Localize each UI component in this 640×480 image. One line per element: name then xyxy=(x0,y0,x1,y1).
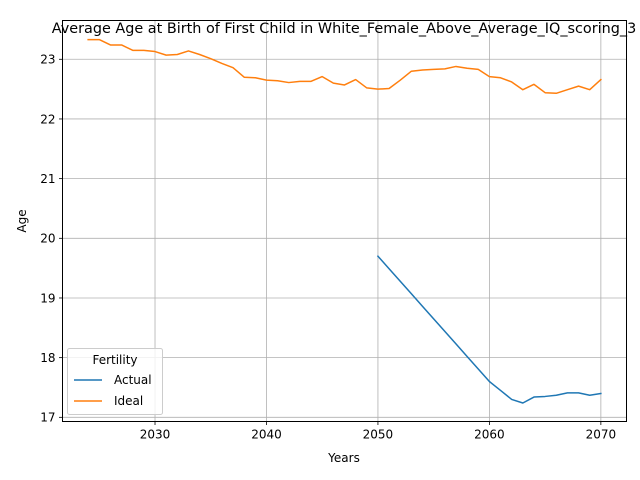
legend-label-ideal: Ideal xyxy=(114,394,143,408)
y-tick-label: 19 xyxy=(40,291,55,305)
y-tick-label: 23 xyxy=(40,53,55,67)
y-tick-label: 20 xyxy=(40,232,55,246)
x-tick-label: 2030 xyxy=(140,428,171,442)
legend: Fertility Actual Ideal xyxy=(67,348,163,415)
series-lines xyxy=(87,38,602,404)
series-line-ideal xyxy=(87,38,602,95)
y-axis-ticks: 17 18 19 20 21 22 23 xyxy=(40,53,63,425)
y-axis-label: Age xyxy=(15,209,29,232)
legend-box xyxy=(67,348,163,415)
plot-frame xyxy=(62,20,627,422)
x-tick-label: 2070 xyxy=(586,428,617,442)
x-tick-label: 2050 xyxy=(363,428,394,442)
x-tick-label: 2040 xyxy=(251,428,282,442)
series-line-actual xyxy=(376,255,602,404)
x-axis-label: Years xyxy=(327,451,360,465)
y-tick-label: 18 xyxy=(40,351,55,365)
legend-label-actual: Actual xyxy=(114,373,152,387)
y-tick-label: 17 xyxy=(40,411,55,425)
x-axis-ticks: 2030 2040 2050 2060 2070 xyxy=(140,421,617,442)
chart-title: Average Age at Birth of First Child in W… xyxy=(52,21,637,37)
y-tick-label: 22 xyxy=(40,112,55,126)
legend-title: Fertility xyxy=(92,353,137,367)
x-tick-label: 2060 xyxy=(474,428,505,442)
y-tick-label: 21 xyxy=(40,172,55,186)
